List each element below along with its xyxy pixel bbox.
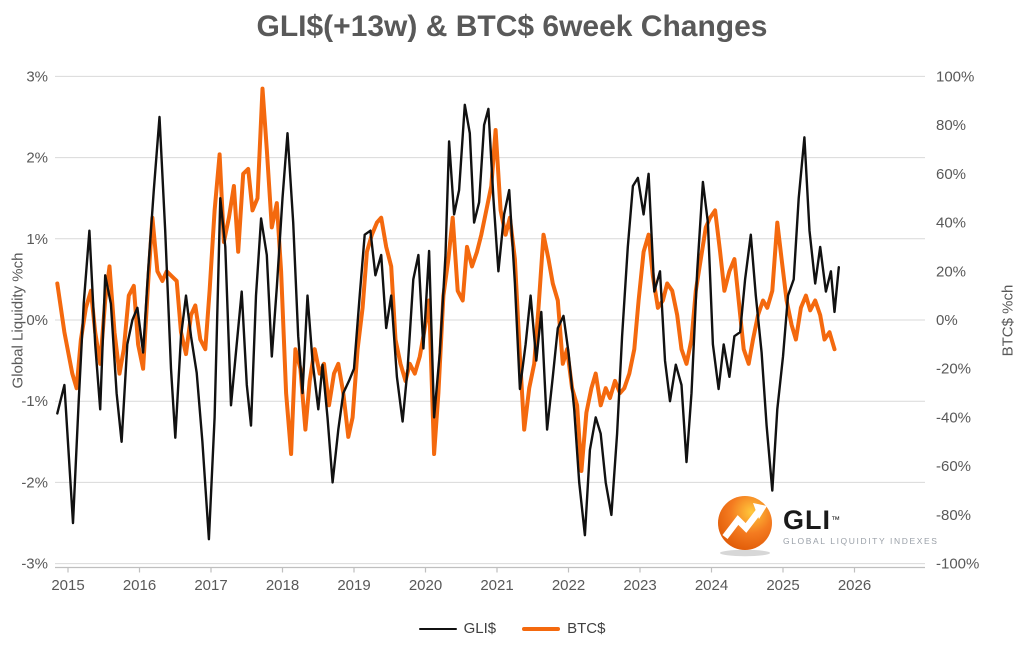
- logo-trademark: ™: [831, 514, 840, 525]
- x-tick-label: 2024: [695, 577, 728, 594]
- gli-logo: GLI™ GLOBAL LIQUIDITY INDEXES: [716, 494, 939, 558]
- right-axis-title: BTC$ %ch: [999, 284, 1017, 357]
- legend-label-btc: BTC$: [567, 620, 606, 637]
- y-right-tick-label: -100%: [936, 556, 979, 573]
- y-left-tick-label: 3%: [26, 68, 48, 85]
- x-tick-label: 2016: [123, 577, 156, 594]
- x-tick-label: 2023: [623, 577, 656, 594]
- x-tick-label: 2025: [766, 577, 799, 594]
- btc-line-swatch: [522, 626, 561, 631]
- logo-subtitle: GLOBAL LIQUIDITY INDEXES: [783, 535, 939, 546]
- y-right-tick-label: 80%: [936, 117, 966, 134]
- logo-name: GLI: [783, 504, 831, 535]
- x-tick-label: 2022: [552, 577, 585, 594]
- y-right-tick-label: -40%: [936, 409, 971, 426]
- y-right-tick-label: 40%: [936, 215, 966, 232]
- y-right-tick-label: 100%: [936, 68, 974, 85]
- logo-trend-arrow-icon: [722, 503, 767, 539]
- x-tick-label: 2019: [337, 577, 370, 594]
- x-tick-label: 2015: [51, 577, 84, 594]
- x-tick-label: 2021: [480, 577, 513, 594]
- btc-series-line: [55, 86, 837, 473]
- y-left-tick-label: -2%: [21, 474, 48, 491]
- gli-line-swatch: [418, 627, 457, 630]
- y-left-tick-label: 1%: [26, 231, 48, 248]
- left-axis-title: Global Liquidity %ch: [9, 252, 27, 389]
- y-right-tick-label: -60%: [936, 458, 971, 475]
- legend-label-gli: GLI$: [463, 620, 497, 637]
- y-right-tick-label: 0%: [936, 312, 958, 329]
- y-left-tick-label: 2%: [26, 150, 48, 167]
- y-right-tick-label: 20%: [936, 263, 966, 280]
- logo-shadow: [720, 549, 770, 557]
- y-left-tick-label: -3%: [21, 556, 48, 573]
- x-tick-label: 2018: [266, 577, 299, 594]
- y-right-tick-label: -80%: [936, 507, 971, 524]
- y-left-tick-label: -1%: [21, 393, 48, 410]
- x-tick-label: 2020: [409, 577, 442, 594]
- chart-legend: GLI$ BTC$: [0, 620, 1024, 637]
- gli-logo-sphere-icon: [718, 496, 772, 557]
- y-right-tick-label: 60%: [936, 166, 966, 183]
- legend-item-btc: BTC$: [522, 620, 605, 637]
- y-left-tick-label: 0%: [26, 312, 48, 329]
- x-tick-label: 2017: [194, 577, 227, 594]
- logo-text: GLI™ GLOBAL LIQUIDITY INDEXES: [783, 504, 939, 546]
- y-right-tick-label: -20%: [936, 361, 971, 378]
- x-tick-label: 2026: [838, 577, 871, 594]
- legend-item-gli: GLI$: [418, 620, 497, 637]
- gli-series-line: [56, 103, 840, 541]
- chart-title: GLI$(+13w) & BTC$ 6week Changes: [256, 10, 768, 43]
